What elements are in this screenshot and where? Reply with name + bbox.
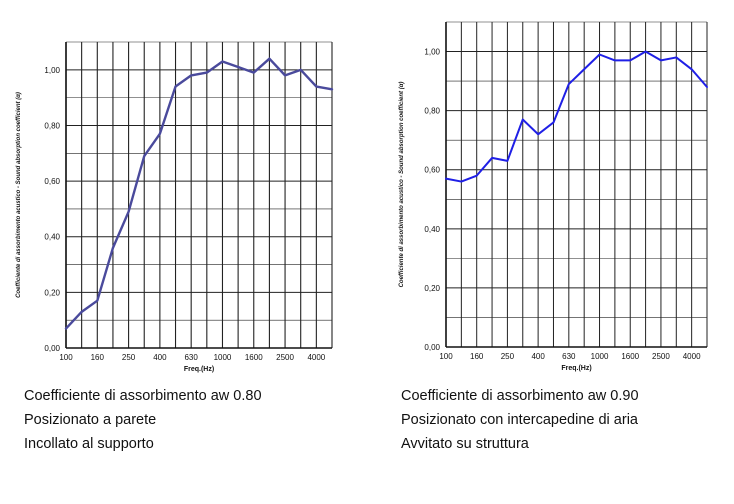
chart-1-y-tick-label: 0,20 [424,284,440,293]
caption-right-line-2: Posizionato con intercapedine di aria [401,412,638,428]
chart-0-x-tick-label: 100 [59,353,73,362]
chart-0-series-line [64,57,334,330]
chart-0-x-tick-label: 630 [184,353,198,362]
caption-left-line-1: Coefficiente di assorbimento aw 0.80 [24,388,262,404]
chart-0-x-tick-label: 4000 [307,353,325,362]
chart-1-y-tick-label: 1,00 [424,48,440,57]
chart-1-x-tick-label: 160 [470,352,484,361]
chart-1-y-axis-title: Coefficiente di assorbimento acustico - … [399,82,405,288]
chart-0-x-tick-label: 1600 [245,353,263,362]
chart-1-y-tick-label: 0,40 [424,225,440,234]
chart-1-x-tick-label: 400 [531,352,545,361]
caption-left-line-3: Incollato al supporto [24,436,154,452]
chart-0-x-tick-label: 250 [122,353,136,362]
chart-1-series-line [445,50,708,183]
chart-1-x-tick-label: 2500 [652,352,670,361]
chart-0-x-tick-label: 2500 [276,353,294,362]
chart-0-y-tick-label: 0,20 [44,288,60,297]
chart-1-y-tick-label: 0,60 [424,166,440,175]
chart-right: 0,00 0,20 0,40 0,60 0,80 1,00 100 160 250 400 630 1… [399,21,708,372]
caption-right-line-1: Coefficiente di assorbimento aw 0.90 [401,388,639,404]
chart-0-y-tick-label: 0,40 [44,233,60,242]
caption-left-line-2: Posizionato a parete [24,412,157,428]
chart-left: 0,00 0,20 0,40 0,60 0,80 1,00 100 160 250 400 630 1… [16,41,334,373]
chart-0-x-tick-label: 160 [91,353,105,362]
chart-1-x-axis-title: Freq.(Hz) [561,365,591,372]
chart-1-y-tick-label: 0,00 [424,343,440,352]
chart-0-y-tick-label: 0,80 [44,121,60,130]
chart-0-y-axis-title: Coefficiente di assorbimento acustico - … [16,92,22,298]
chart-0-y-tick-label: 0,00 [44,344,60,353]
chart-0-x-axis-title: Freq.(Hz) [184,366,214,373]
chart-1-x-tick-label: 4000 [683,352,701,361]
chart-0-y-tick-label: 1,00 [44,66,60,75]
chart-1-x-tick-label: 630 [562,352,576,361]
chart-1-x-tick-label: 1600 [621,352,639,361]
chart-1-x-tick-label: 1000 [591,352,609,361]
chart-1-x-tick-label: 250 [501,352,515,361]
caption-right-line-3: Avvitato su struttura [401,436,529,452]
caption-left: Coefficiente di assorbimento aw 0.80 Pos… [24,384,262,456]
chart-0-x-tick-label: 400 [153,353,167,362]
chart-1-y-tick-label: 0,80 [424,107,440,116]
chart-0-y-tick-label: 0,60 [44,177,60,186]
chart-1-x-tick-label: 100 [439,352,453,361]
chart-0-x-tick-label: 1000 [214,353,232,362]
caption-right: Coefficiente di assorbimento aw 0.90 Pos… [401,384,639,456]
